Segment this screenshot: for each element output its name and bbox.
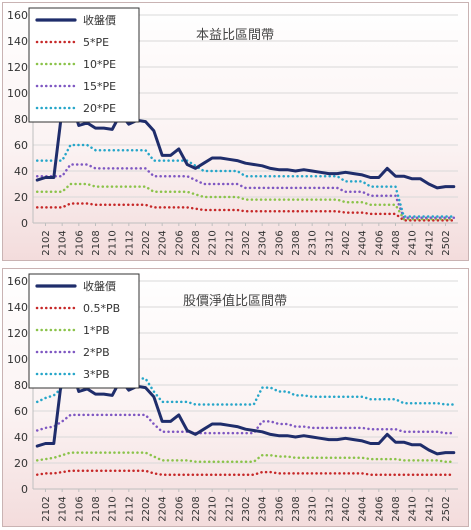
x-tick-label: 2208 bbox=[191, 496, 202, 521]
x-tick-label: 2204 bbox=[158, 230, 169, 255]
x-tick-label: 2102 bbox=[41, 230, 52, 255]
x-tick-label: 2112 bbox=[124, 496, 135, 521]
x-tick-label: 2406 bbox=[374, 230, 385, 255]
x-tick-label: 2306 bbox=[274, 496, 285, 521]
y-tick-label: 100 bbox=[7, 87, 28, 100]
legend-label-3: 15*PE bbox=[83, 80, 116, 93]
x-tick-label: 2112 bbox=[124, 230, 135, 255]
legend: 收盤價 0.5*PB 1*PB 2*PB 3*PB bbox=[28, 273, 140, 389]
series-line-4 bbox=[35, 143, 456, 218]
legend-label-2: 1*PB bbox=[83, 324, 110, 337]
x-tick-label: 2412 bbox=[424, 230, 435, 255]
x-tick-label: 2210 bbox=[208, 230, 219, 255]
y-tick-label: 120 bbox=[7, 61, 28, 74]
y-tick-label: 80 bbox=[14, 113, 28, 126]
x-tick-label: 2306 bbox=[274, 230, 285, 255]
legend-label-1: 0.5*PB bbox=[83, 302, 120, 315]
x-tick-label: 2402 bbox=[341, 230, 352, 255]
legend-label-4: 20*PE bbox=[83, 102, 116, 115]
x-tick-label: 2104 bbox=[58, 230, 69, 255]
x-tick-label: 2308 bbox=[291, 496, 302, 521]
x-tick-label: 2108 bbox=[91, 230, 102, 255]
legend-label-4: 3*PB bbox=[83, 368, 110, 381]
x-tick-label: 2304 bbox=[258, 496, 269, 521]
x-tick-label: 2202 bbox=[141, 230, 152, 255]
chart-title: 股價淨值比區間帶 bbox=[183, 293, 287, 309]
x-tick-label: 2106 bbox=[74, 496, 85, 521]
x-tick-label: 2110 bbox=[108, 496, 119, 521]
x-tick-label: 2210 bbox=[208, 496, 219, 521]
x-tick-label: 2302 bbox=[241, 496, 252, 521]
x-tick-label: 2302 bbox=[241, 230, 252, 255]
y-tick-label: 40 bbox=[14, 431, 28, 444]
legend-box bbox=[28, 7, 140, 123]
x-tick-label: 2212 bbox=[224, 496, 235, 521]
series-line-2 bbox=[35, 182, 456, 221]
x-tick-label: 2404 bbox=[358, 230, 369, 255]
series-line-0 bbox=[35, 98, 456, 190]
pb-band-chart-panel: 0 20 40 60 80 100 120 140 160 2102 2104 2106 2108 211… bbox=[2, 268, 469, 527]
x-tick-label: 2410 bbox=[408, 496, 419, 521]
x-tick-label: 2410 bbox=[408, 230, 419, 255]
x-tick-label: 2202 bbox=[141, 496, 152, 521]
series-line-1 bbox=[35, 202, 456, 222]
y-tick-label: 160 bbox=[7, 275, 28, 288]
x-tick-label: 2408 bbox=[391, 230, 402, 255]
x-tick-label: 2312 bbox=[324, 230, 335, 255]
x-tick-label: 2102 bbox=[41, 496, 52, 521]
legend-label-0: 收盤價 bbox=[83, 13, 116, 27]
y-tick-label: 100 bbox=[7, 353, 28, 366]
y-tick-label: 120 bbox=[7, 327, 28, 340]
y-tick-label: 40 bbox=[14, 165, 28, 178]
pe-band-chart-panel: 0 20 40 60 80 100 120 140 160 2102 2104 2106 2108 211… bbox=[2, 2, 469, 261]
chart-title: 本益比區間帶 bbox=[196, 28, 274, 43]
x-tick-label: 2312 bbox=[324, 496, 335, 521]
x-tick-label: 2204 bbox=[158, 496, 169, 521]
legend: 收盤價 5*PE 10*PE 15*PE 20*PE bbox=[28, 7, 140, 123]
y-tick-label: 140 bbox=[7, 35, 28, 48]
x-tick-label: 2206 bbox=[174, 496, 185, 521]
pb-band-chart: 0 20 40 60 80 100 120 140 160 2102 2104 2106 2108 211… bbox=[7, 273, 458, 522]
x-tick-label: 2206 bbox=[174, 230, 185, 255]
y-tick-label: 60 bbox=[14, 139, 28, 152]
pe-band-chart: 0 20 40 60 80 100 120 140 160 2102 2104 2106 2108 211… bbox=[7, 7, 458, 256]
x-tick-label: 2108 bbox=[91, 496, 102, 521]
x-tick-label: 2502 bbox=[441, 230, 452, 255]
legend-box bbox=[28, 273, 140, 389]
legend-label-3: 2*PB bbox=[83, 346, 110, 359]
x-tick-label: 2208 bbox=[191, 230, 202, 255]
x-tick-label: 2412 bbox=[424, 496, 435, 521]
x-tick-label: 2408 bbox=[391, 496, 402, 521]
y-tick-label: 140 bbox=[7, 301, 28, 314]
series-line-3 bbox=[35, 163, 456, 220]
legend-label-0: 收盤價 bbox=[83, 279, 116, 293]
x-tick-label: 2104 bbox=[58, 496, 69, 521]
legend-label-1: 5*PE bbox=[83, 36, 109, 49]
y-tick-label: 160 bbox=[7, 9, 28, 22]
y-tick-label: 20 bbox=[14, 457, 28, 470]
x-tick-label: 2308 bbox=[291, 230, 302, 255]
y-tick-label: 20 bbox=[14, 191, 28, 204]
x-tick-label: 2402 bbox=[341, 496, 352, 521]
y-tick-label: 80 bbox=[14, 379, 28, 392]
x-tick-label: 2110 bbox=[108, 230, 119, 255]
y-tick-label: 60 bbox=[14, 405, 28, 418]
series-line-3 bbox=[35, 413, 456, 435]
series-line-0 bbox=[35, 364, 456, 456]
x-tick-label: 2310 bbox=[308, 230, 319, 255]
y-tick-label: 0 bbox=[21, 217, 28, 230]
legend-label-2: 10*PE bbox=[83, 58, 116, 71]
x-tick-label: 2404 bbox=[358, 496, 369, 521]
x-tick-label: 2212 bbox=[224, 230, 235, 255]
x-tick-label: 2304 bbox=[258, 230, 269, 255]
x-tick-label: 2310 bbox=[308, 496, 319, 521]
series-line-1 bbox=[35, 469, 456, 476]
series-line-2 bbox=[35, 451, 456, 463]
x-tick-label: 2406 bbox=[374, 496, 385, 521]
y-tick-label: 0 bbox=[21, 483, 28, 496]
x-tick-label: 2106 bbox=[74, 230, 85, 255]
x-tick-label: 2502 bbox=[441, 496, 452, 521]
